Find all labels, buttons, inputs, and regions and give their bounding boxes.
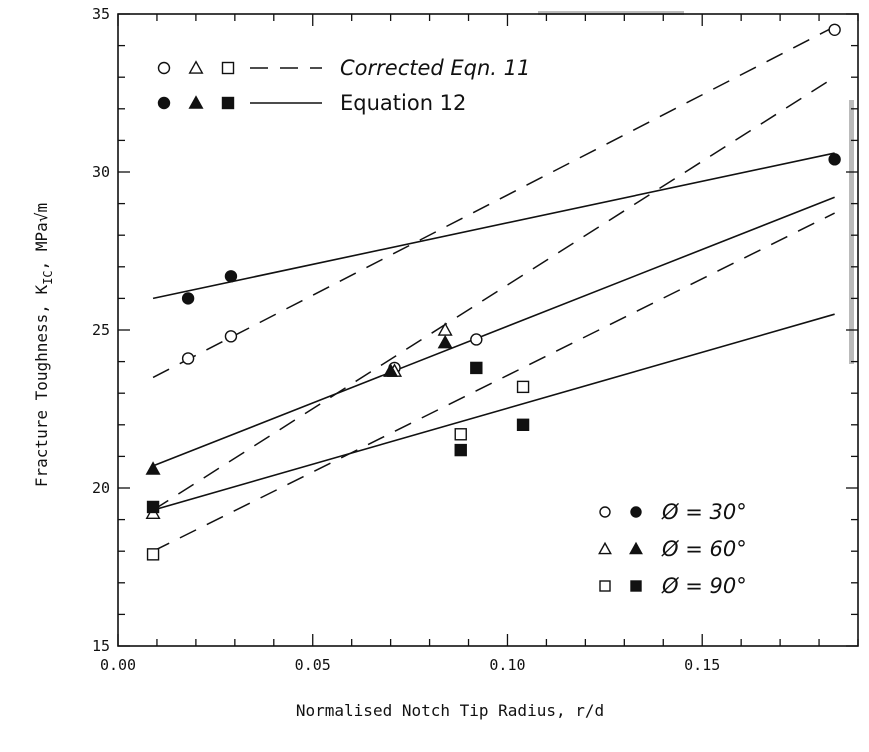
- data-point-triangle-open: [437, 322, 453, 336]
- legend-circle-filled: [630, 506, 642, 518]
- legend-top: Corrected Eqn. 11 Equation 12: [157, 56, 530, 115]
- scan-artifact-right: [849, 100, 854, 364]
- data-point-triangle-filled: [383, 363, 399, 377]
- x-tick-label: 0.00: [100, 656, 136, 674]
- legend-top-square-open: [221, 61, 235, 75]
- y-tick-label: 25: [92, 321, 110, 339]
- legend-top-triangle-open: [188, 60, 204, 74]
- data-point-square-open: [146, 548, 160, 561]
- legend-bottom: Ø = 30° Ø = 60° Ø = 90°: [598, 500, 747, 598]
- data-point-square-open: [454, 428, 467, 441]
- x-tick-label: 0.15: [684, 656, 720, 674]
- data-point-circle-filled: [181, 292, 195, 305]
- data-point-square-open: [516, 380, 530, 394]
- legend-label-phi-90: Ø = 90°: [661, 574, 747, 598]
- legend-label-phi-30: Ø = 30°: [661, 500, 747, 524]
- data-point-circle-open: [828, 23, 841, 36]
- data-point-square-filled: [454, 443, 467, 457]
- fit-line-equation-12: [152, 196, 835, 467]
- x-tick-label: 0.05: [295, 656, 331, 674]
- data-point-circle-filled: [224, 270, 238, 283]
- fit-line-corrected-eqn-11: [152, 76, 836, 511]
- legend-square-open: [599, 580, 611, 592]
- scan-artifact-top: [538, 11, 684, 15]
- legend-label-corrected-eqn-11: Corrected Eqn. 11: [340, 56, 530, 80]
- data-point-triangle-filled: [145, 461, 161, 475]
- legend-triangle-open: [598, 541, 612, 555]
- x-axis-title: Normalised Notch Tip Radius, r/d: [296, 701, 604, 720]
- legend-top-square-filled: [221, 96, 235, 110]
- legend-top-circle-filled: [157, 96, 171, 110]
- fit-lines: [152, 25, 836, 552]
- data-point-square-filled: [146, 500, 160, 514]
- data-point-square-filled: [470, 361, 483, 375]
- tick-labels: 0.00 0.05 0.10 0.15 15 20 25 30 35: [92, 5, 720, 674]
- legend-top-circle-open: [157, 61, 171, 75]
- y-tick-label: 30: [92, 163, 110, 181]
- fit-line-equation-12: [152, 152, 835, 300]
- legend-label-phi-60: Ø = 60°: [661, 537, 747, 561]
- y-axis-title: Fracture Toughness, KIC, MPa√m: [32, 203, 55, 487]
- axis-ticks: [117, 13, 859, 647]
- data-point-circle-open: [181, 352, 195, 365]
- legend-label-equation-12: Equation 12: [340, 91, 466, 115]
- x-tick-label: 0.10: [489, 656, 525, 674]
- y-tick-label: 15: [92, 637, 110, 655]
- y-tick-label: 20: [92, 479, 110, 497]
- data-point-circle-filled: [828, 153, 841, 166]
- legend-top-triangle-filled: [188, 95, 204, 109]
- data-point-circle-open: [470, 333, 483, 346]
- data-markers: [145, 23, 841, 561]
- legend-circle-open: [599, 506, 611, 518]
- data-point-square-filled: [516, 418, 530, 431]
- data-point-triangle-filled: [437, 334, 453, 349]
- fit-line-corrected-eqn-11: [152, 25, 835, 379]
- data-point-circle-open: [224, 330, 238, 343]
- legend-square-filled: [630, 580, 642, 592]
- fit-line-corrected-eqn-11: [152, 212, 835, 552]
- y-tick-label: 35: [92, 5, 110, 23]
- fit-line-equation-12: [152, 313, 835, 511]
- legend-triangle-filled: [629, 541, 643, 555]
